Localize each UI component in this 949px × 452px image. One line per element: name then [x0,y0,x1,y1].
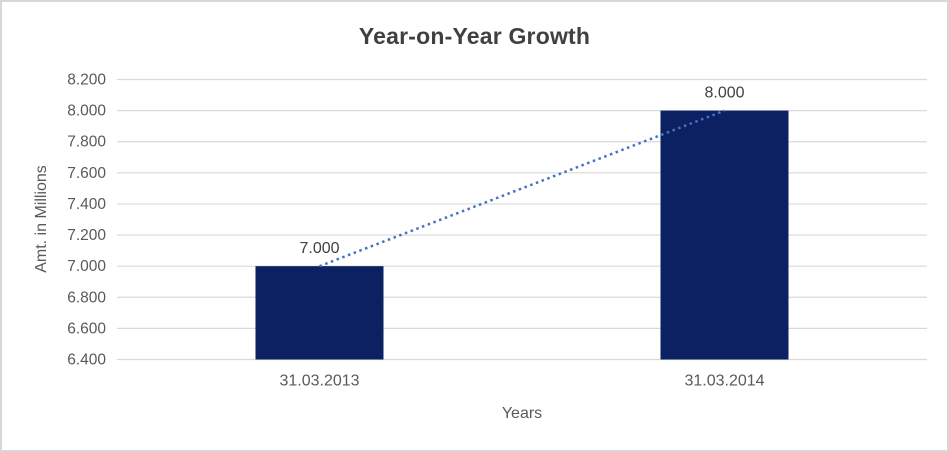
y-tick-label: 8.200 [67,72,106,89]
y-axis-title: Amt. in Millions [33,165,50,273]
bar-data-label: 7.000 [299,240,339,257]
bar [255,266,384,360]
x-category-label: 31.03.2014 [684,373,764,390]
y-tick-label: 6.600 [67,320,106,337]
y-tick-label: 8.000 [67,103,106,120]
bar-data-label: 8.000 [704,85,744,102]
y-tick-label: 7.000 [67,258,106,275]
y-tick-label: 6.800 [67,289,106,306]
y-tick-label: 7.400 [67,196,106,213]
chart-title: Year-on-Year Growth [358,23,591,49]
x-axis-title: Years [501,405,543,422]
trendline-dotted [319,109,725,268]
bar [660,110,789,360]
y-tick-label: 6.400 [67,352,106,369]
y-tick-label: 7.600 [67,165,106,182]
x-category-label: 31.03.2013 [279,373,359,390]
y-tick-label: 7.800 [67,134,106,151]
y-tick-label: 7.200 [67,227,106,244]
